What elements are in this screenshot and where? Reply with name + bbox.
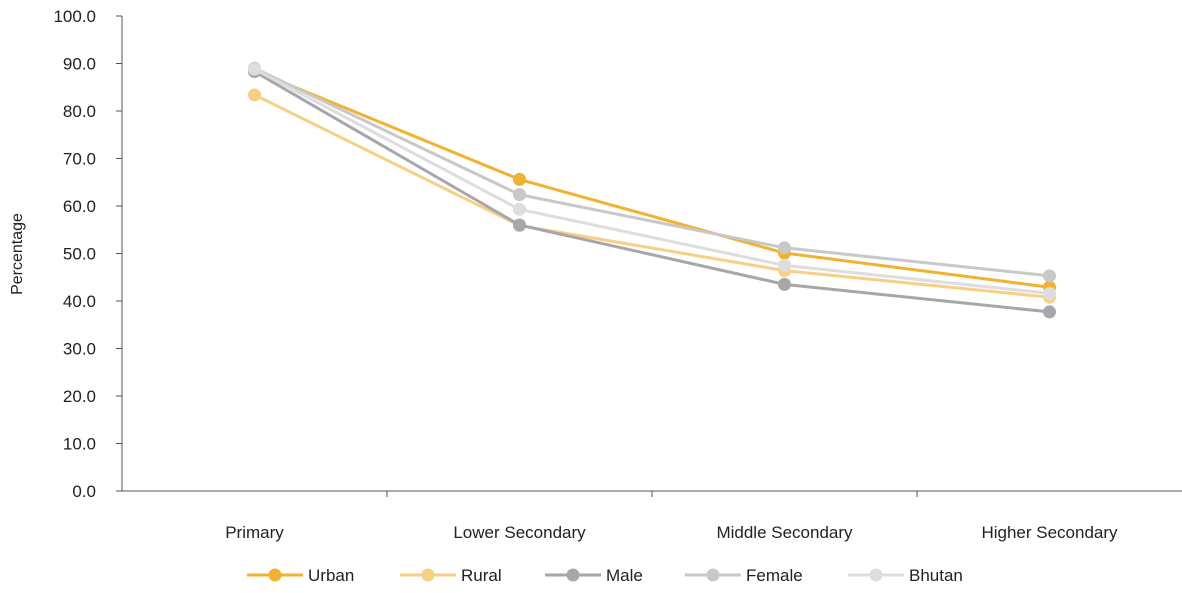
data-point [778, 278, 791, 291]
y-tick-label: 10.0 [63, 435, 96, 454]
legend-label: Urban [308, 566, 354, 585]
y-axis-title: Percentage [9, 213, 26, 295]
y-tick-label: 100.0 [53, 7, 96, 26]
series-lines [248, 62, 1056, 319]
data-point [513, 173, 526, 186]
x-category-label: Higher Secondary [981, 523, 1118, 542]
data-point [248, 63, 261, 76]
legend-label: Male [606, 566, 643, 585]
legend-item: Male [545, 566, 643, 585]
data-point [778, 259, 791, 272]
y-tick-label: 0.0 [72, 482, 96, 501]
legend-label: Rural [461, 566, 502, 585]
legend-item: Female [685, 566, 803, 585]
y-tick-label: 40.0 [63, 292, 96, 311]
y-tick-label: 50.0 [63, 245, 96, 264]
legend-swatch-marker [269, 569, 282, 582]
y-tick-label: 60.0 [63, 197, 96, 216]
series-line [255, 68, 1050, 276]
y-tick-label: 80.0 [63, 102, 96, 121]
y-tick-label: 90.0 [63, 55, 96, 74]
data-point [513, 203, 526, 216]
legend-label: Bhutan [909, 566, 963, 585]
legend-item: Urban [247, 566, 354, 585]
legend-item: Bhutan [848, 566, 963, 585]
legend-swatch-marker [567, 569, 580, 582]
legend-label: Female [746, 566, 803, 585]
y-axis-ticks: 0.0 10.0 20.0 30.0 40.0 50.0 60.0 70.0 80.0 90.0 1… [53, 7, 122, 501]
x-category-label: Middle Secondary [716, 523, 853, 542]
y-tick-label: 20.0 [63, 387, 96, 406]
data-point [248, 88, 261, 101]
y-tick-label: 70.0 [63, 150, 96, 169]
series-line [255, 69, 1050, 293]
x-category-label: Lower Secondary [453, 523, 586, 542]
data-point [1043, 269, 1056, 282]
data-point [513, 219, 526, 232]
series-urban [248, 64, 1056, 294]
data-point [513, 188, 526, 201]
data-point [1043, 305, 1056, 318]
x-axis-labels: Primary Lower Secondary Middle Secondary Hi… [225, 523, 1118, 542]
data-point [778, 241, 791, 254]
legend-swatch-marker [707, 569, 720, 582]
data-point [1043, 287, 1056, 300]
y-tick-label: 30.0 [63, 340, 96, 359]
series-line [255, 72, 1050, 312]
legend-swatch-marker [870, 569, 883, 582]
x-category-label: Primary [225, 523, 284, 542]
legend-swatch-marker [422, 569, 435, 582]
legend: Urban Rural Male Female Bhutan [247, 566, 963, 585]
legend-item: Rural [400, 566, 502, 585]
